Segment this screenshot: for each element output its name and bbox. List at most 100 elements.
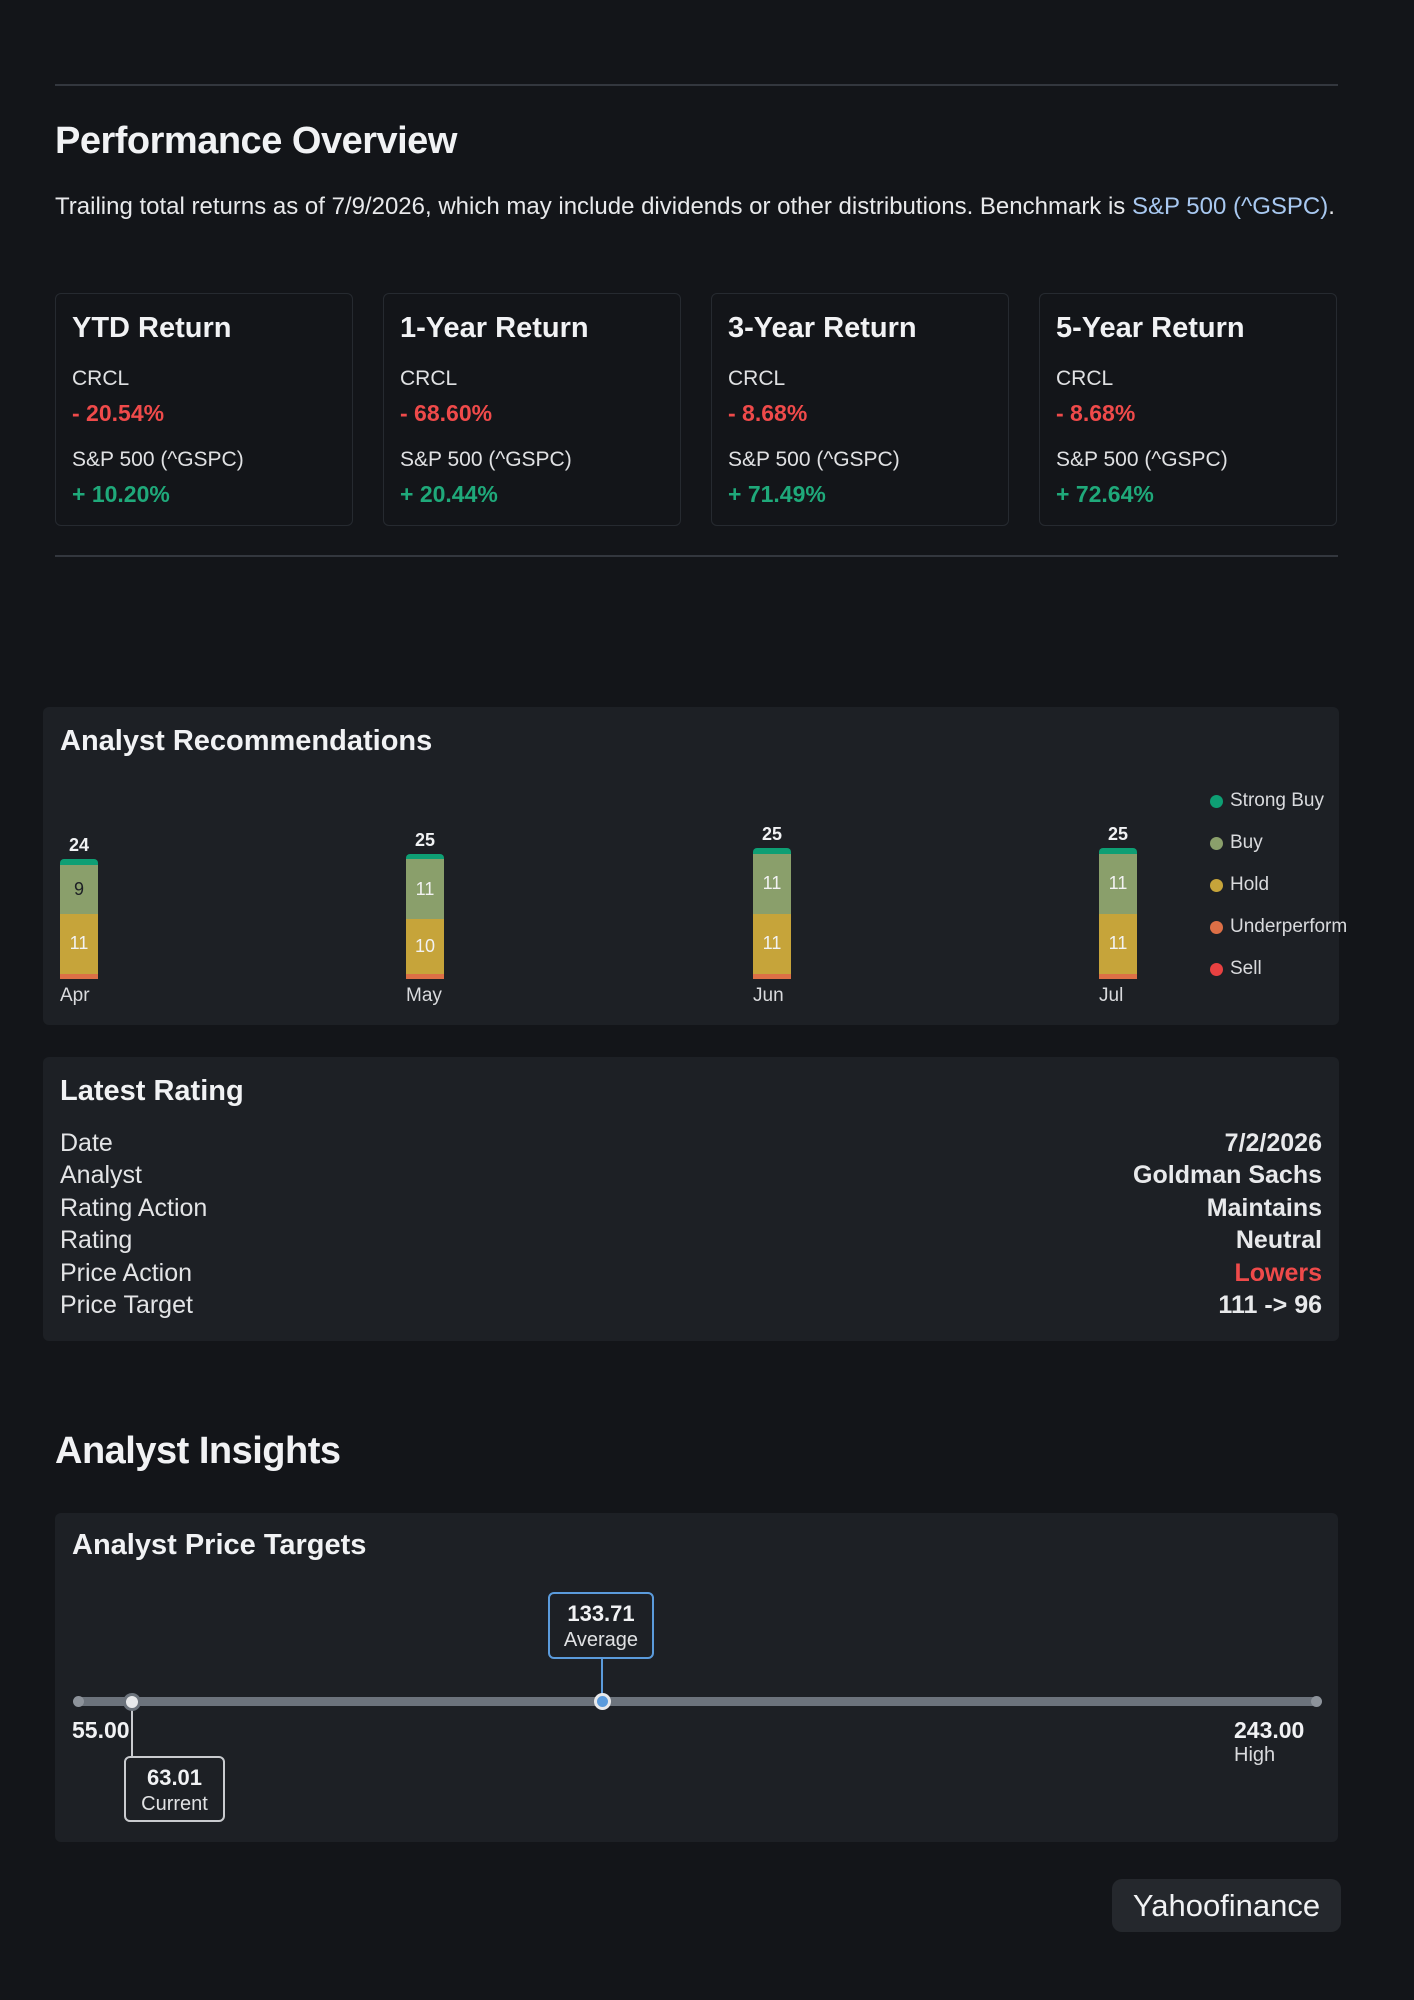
low-end-dot: [73, 1696, 84, 1707]
bar-total-label: 24: [68, 835, 90, 856]
latest-rating-panel: Latest Rating Date 7/2/2026 Analyst Goldma…: [43, 1057, 1339, 1341]
segment-underperform: [406, 973, 444, 979]
price-targets-panel: Analyst Price Targets: [55, 1513, 1338, 1842]
rating-row-rating: Rating Neutral: [60, 1226, 1322, 1258]
ticker-return: - 68.60%: [400, 400, 493, 426]
performance-title: Performance Overview: [55, 120, 457, 162]
current-price-label: Current: [141, 1793, 208, 1815]
average-connector: [601, 1658, 603, 1696]
top-divider: [55, 84, 1338, 86]
performance-bottom-divider: [55, 555, 1338, 557]
bar-total-label: 25: [761, 824, 783, 845]
segment-hold: 11: [60, 913, 98, 974]
benchmark-link[interactable]: S&P 500 (^GSPC): [1131, 193, 1329, 220]
benchmark-label: S&P 500 (^GSPC): [1056, 448, 1228, 471]
row-key: Rating Action: [60, 1194, 208, 1222]
rating-row-date: Date 7/2/2026: [60, 1129, 1322, 1161]
segment-strong-buy: [60, 859, 98, 865]
recommendations-title: Analyst Recommendations: [60, 725, 433, 757]
high-end-dot: [1311, 1696, 1322, 1707]
ticker-return: - 8.68%: [1056, 400, 1136, 426]
ticker-label: CRCL: [72, 367, 130, 390]
legend-swatch: [1210, 921, 1223, 934]
month-label: May: [406, 985, 442, 1006]
yahoo-finance-badge[interactable]: Yahoofinance: [1112, 1879, 1341, 1932]
return-card-5y: 5-Year Return CRCL - 8.68% S&P 500 (^GSP…: [1039, 293, 1337, 526]
card-title: 1-Year Return: [400, 312, 589, 344]
current-price-value: 63.01: [146, 1765, 203, 1790]
ticker-label: CRCL: [400, 367, 458, 390]
benchmark-return: + 20.44%: [400, 481, 498, 507]
ticker-return: - 8.68%: [728, 400, 808, 426]
month-label: Apr: [60, 985, 90, 1006]
legend-swatch: [1210, 963, 1223, 976]
current-price-marker: [123, 1693, 141, 1711]
high-target-label: High: [1234, 1744, 1276, 1766]
segment-underperform: [753, 973, 791, 979]
rating-row-price-action: Price Action Lowers: [60, 1259, 1322, 1291]
segment-underperform: [1099, 973, 1137, 979]
row-key: Price Target: [60, 1291, 193, 1319]
month-label: Jun: [753, 985, 784, 1006]
latest-rating-title: Latest Rating: [60, 1075, 244, 1107]
legend-swatch: [1210, 879, 1223, 892]
segment-hold: 10: [406, 919, 444, 974]
price-range-track: [77, 1697, 1317, 1706]
legend-label: Strong Buy: [1230, 790, 1324, 811]
segment-buy: 11: [753, 853, 791, 914]
high-target-value: 243.00: [1234, 1717, 1305, 1743]
card-title: YTD Return: [72, 312, 232, 344]
benchmark-label: S&P 500 (^GSPC): [728, 448, 900, 471]
rating-row-action: Rating Action Maintains: [60, 1194, 1322, 1226]
benchmark-return: + 72.64%: [1056, 481, 1154, 507]
performance-subtitle: Trailing total returns as of 7/9/2026, w…: [55, 193, 1335, 220]
row-key: Date: [60, 1129, 113, 1157]
benchmark-return: + 71.49%: [728, 481, 826, 507]
legend-label: Sell: [1230, 958, 1262, 979]
current-price-tooltip: 63.01 Current: [124, 1756, 225, 1822]
average-target-marker: [594, 1693, 611, 1710]
current-connector: [131, 1709, 133, 1757]
average-target-tooltip: 133.71 Average: [548, 1592, 654, 1659]
segment-buy: 11: [406, 859, 444, 920]
row-value: Goldman Sachs: [1133, 1161, 1322, 1189]
row-value: 7/2/2026: [1224, 1129, 1322, 1157]
benchmark-return: + 10.20%: [72, 481, 170, 507]
low-target-value: 55.00: [72, 1717, 130, 1743]
return-card-ytd: YTD Return CRCL - 20.54% S&P 500 (^GSPC)…: [55, 293, 353, 526]
legend-label: Hold: [1230, 874, 1270, 895]
benchmark-label: S&P 500 (^GSPC): [400, 448, 572, 471]
rating-row-price-target: Price Target 111 -> 96: [60, 1291, 1322, 1323]
legend-label: Underperform: [1230, 916, 1348, 937]
legend-swatch: [1210, 795, 1223, 808]
return-card-3y: 3-Year Return CRCL - 8.68% S&P 500 (^GSP…: [711, 293, 1009, 526]
bar-total-label: 25: [1107, 824, 1129, 845]
row-value: Maintains: [1206, 1194, 1322, 1222]
average-target-value: 133.71: [567, 1601, 635, 1626]
benchmark-label: S&P 500 (^GSPC): [72, 448, 244, 471]
return-card-1y: 1-Year Return CRCL - 68.60% S&P 500 (^GS…: [383, 293, 681, 526]
card-title: 3-Year Return: [728, 312, 917, 344]
legend-label: Buy: [1230, 832, 1263, 853]
segment-hold: 11: [753, 913, 791, 974]
row-value: Lowers: [1234, 1259, 1322, 1287]
analyst-insights-title: Analyst Insights: [55, 1430, 341, 1472]
price-targets-title: Analyst Price Targets: [72, 1529, 367, 1561]
card-title: 5-Year Return: [1056, 312, 1245, 344]
segment-strong-buy: [753, 848, 791, 854]
ticker-label: CRCL: [1056, 367, 1114, 390]
average-target-label: Average: [563, 1629, 639, 1651]
segment-underperform: [60, 973, 98, 979]
segment-strong-buy: [1099, 848, 1137, 854]
row-key: Analyst: [60, 1161, 142, 1189]
rating-row-analyst: Analyst Goldman Sachs: [60, 1161, 1322, 1193]
row-key: Rating: [60, 1226, 133, 1254]
row-value: Neutral: [1235, 1226, 1322, 1254]
month-label: Jul: [1099, 985, 1124, 1006]
segment-hold: 11: [1099, 913, 1137, 974]
segment-buy: 11: [1099, 853, 1137, 914]
ticker-label: CRCL: [728, 367, 786, 390]
legend-swatch: [1210, 837, 1223, 850]
segment-buy: 9: [60, 864, 98, 914]
row-value: 111 -> 96: [1218, 1291, 1322, 1319]
